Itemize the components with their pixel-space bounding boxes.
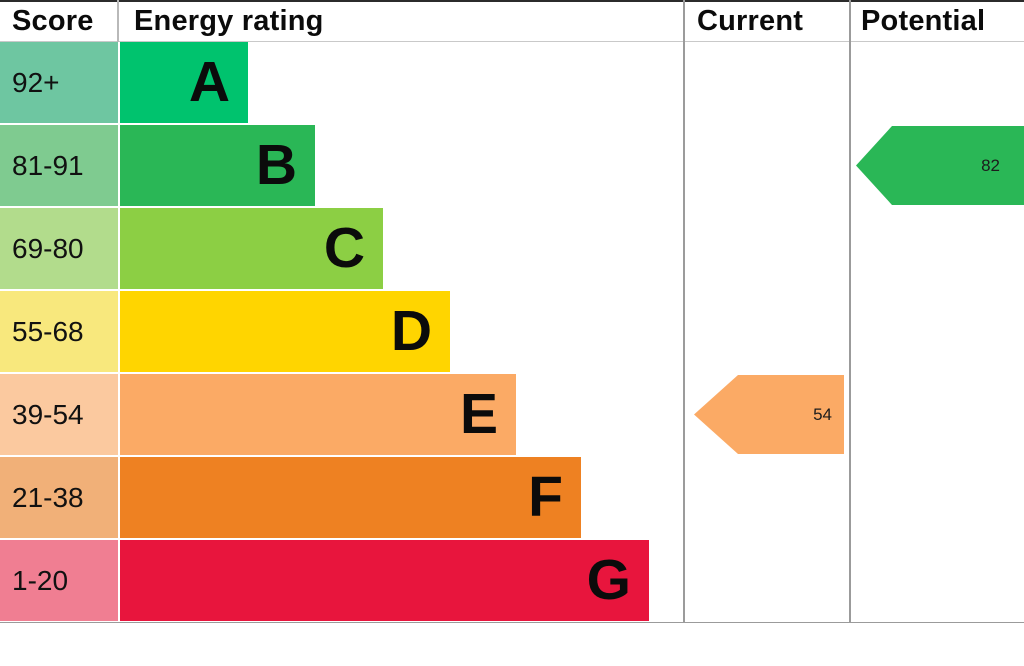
top-border [0, 0, 1024, 2]
current-column-header: Current [697, 4, 804, 37]
score-range-b: 81-91 [0, 125, 118, 206]
score-range-e: 39-54 [0, 374, 118, 455]
rating-letter-e: E [459, 382, 498, 446]
band-row-d: 55-68 D [0, 291, 683, 372]
rating-letter-f: F [528, 465, 563, 529]
score-range-d: 55-68 [0, 291, 118, 372]
rating-letter-d: D [390, 299, 432, 363]
rating-bar-f: F [120, 457, 581, 538]
current-column-divider [683, 0, 685, 623]
band-row-a: 92+ A [0, 42, 683, 123]
band-row-f: 21-38 F [0, 457, 683, 538]
header-divider [0, 41, 1024, 42]
potential-column-header: Potential [861, 4, 986, 37]
bottom-border [0, 622, 1024, 623]
score-range-c: 69-80 [0, 208, 118, 289]
rating-bar-g: G [120, 540, 649, 621]
rating-letter-c: C [323, 216, 365, 280]
score-column-header: Score [12, 4, 94, 37]
energy-rating-column-header: Energy rating [134, 4, 324, 37]
score-range-a: 92+ [0, 42, 118, 123]
rating-letter-a: A [188, 50, 230, 114]
potential-column-divider [849, 0, 851, 623]
band-row-e: 39-54 E [0, 374, 683, 455]
band-row-b: 81-91 B [0, 125, 683, 206]
rating-letter-b: B [255, 133, 297, 197]
potential-value: 82 [981, 155, 1000, 175]
rating-bar-b: B [120, 125, 315, 206]
rating-bar-e: E [120, 374, 516, 455]
band-row-c: 69-80 C [0, 208, 683, 289]
potential-arrow: 82 [856, 126, 1024, 205]
rating-bar-c: C [120, 208, 383, 289]
score-range-g: 1-20 [0, 540, 118, 621]
band-row-g: 1-20 G [0, 540, 683, 621]
current-value: 54 [813, 404, 832, 424]
score-range-f: 21-38 [0, 457, 118, 538]
current-arrow: 54 [694, 375, 844, 454]
rating-bar-d: D [120, 291, 450, 372]
rating-bar-a: A [120, 42, 248, 123]
rating-letter-g: G [586, 548, 631, 612]
score-column-divider [117, 0, 119, 42]
